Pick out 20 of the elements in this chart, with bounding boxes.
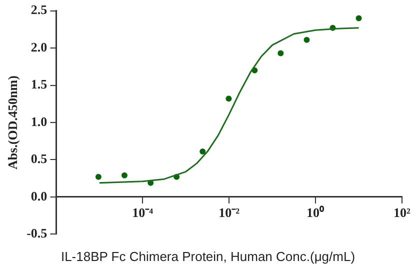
y-axis-title: Abs.(OD.450nm) [5, 76, 20, 170]
point [304, 36, 310, 43]
point [121, 172, 128, 178]
x-tick-label: 10² [394, 205, 411, 220]
x-tick-label: 10⁻⁴ [132, 205, 154, 220]
y-tick-label: 0.5 [30, 151, 48, 166]
y-tick-label: 2.0 [30, 39, 48, 54]
point [226, 96, 232, 102]
y-tick-label: 1.5 [30, 76, 48, 92]
y-tick-label: 0.0 [30, 188, 48, 204]
point [200, 148, 206, 155]
x-tick-label: 10⁰ [306, 205, 325, 220]
x-tick-label: 10⁻² [218, 205, 240, 220]
y-tick-label: -0.5 [26, 226, 48, 241]
y-tick-label: 1.0 [30, 114, 48, 129]
point [95, 174, 102, 180]
point [278, 50, 284, 56]
x-axis-title: IL-18BP Fc Chimera Protein, Human Conc.(μg/mL) [60, 249, 356, 264]
y-tick-label: 2.5 [30, 2, 48, 18]
point [356, 15, 362, 22]
